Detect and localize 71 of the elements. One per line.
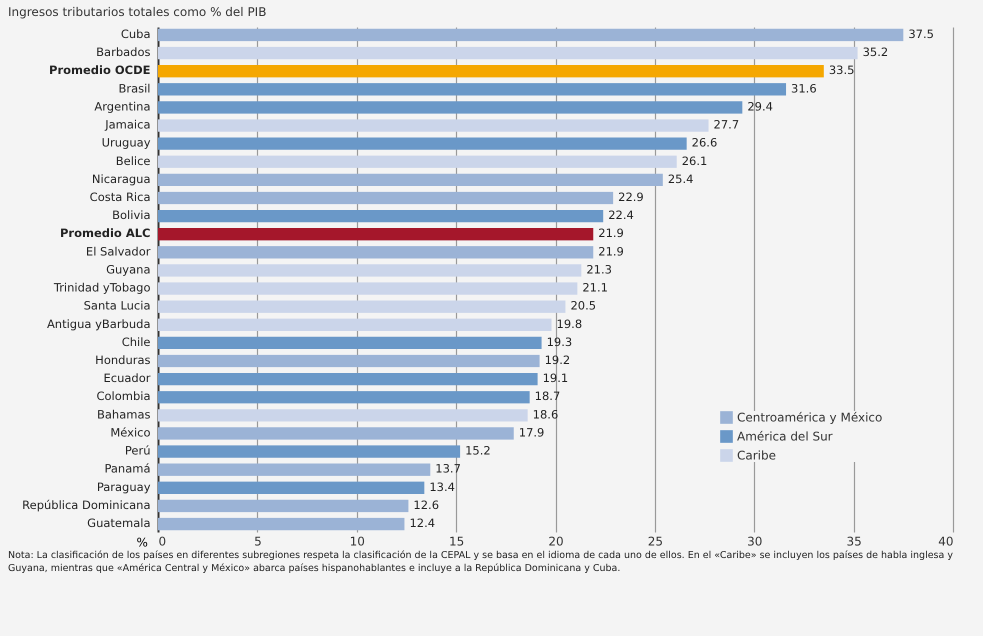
- x-tick-label: 30: [747, 534, 762, 548]
- data-label: 31.6: [791, 81, 817, 96]
- y-tick-label: México: [110, 425, 150, 440]
- y-tick-label: Guatemala: [87, 516, 150, 530]
- data-label: 18.6: [532, 407, 558, 422]
- x-tick-label: 5: [254, 534, 262, 548]
- data-label: 12.6: [413, 498, 440, 512]
- data-label: 35.2: [862, 45, 888, 60]
- data-label: 19.8: [556, 316, 582, 331]
- y-tick-label: Belice: [116, 154, 150, 168]
- y-tick-label: Guyana: [106, 262, 150, 276]
- y-tick-label: Paraguay: [96, 480, 151, 494]
- data-label: 12.4: [409, 516, 436, 530]
- data-label: 25.4: [668, 172, 694, 186]
- x-axis-title: %: [136, 536, 148, 550]
- x-tick-label: 40: [938, 534, 954, 548]
- x-tick-label: 0: [158, 534, 166, 548]
- data-label: 18.7: [534, 389, 560, 404]
- legend-label: América del Sur: [737, 430, 833, 444]
- data-label: 13.7: [435, 462, 461, 476]
- y-tick-label: Cuba: [120, 26, 150, 41]
- chart-title: Ingresos tributarios totales como % del PIB: [8, 5, 266, 19]
- y-tick-label: Barbados: [96, 45, 151, 60]
- data-label: 21.9: [598, 226, 624, 240]
- y-tick-label: Argentina: [94, 99, 150, 114]
- x-tick-label: 15: [448, 534, 464, 548]
- text: Nota: La clasificación de los países en diferentes subregiones respeta la clasificación de la CEPAL y se basa en el idioma de cada uno de ellos. En el «Caribe» se incluyen los países de habla inglesa y Guyana, mientras que «América Central y México» abarca países hispanohablantes e incluye a la República Dominicana y Cuba.: [8, 550, 954, 576]
- y-tick-label: El Salvador: [86, 244, 151, 258]
- y-tick-label: Nicaragua: [92, 172, 150, 186]
- y-tick-label: Bolivia: [112, 208, 150, 222]
- y-tick-label: Colombia: [96, 389, 150, 404]
- data-label: 27.7: [714, 118, 740, 132]
- y-tick-label: Costa Rica: [90, 190, 150, 204]
- x-tick-label: 20: [548, 534, 564, 548]
- x-tick-label: 25: [648, 534, 664, 548]
- x-tick-label: 10: [350, 534, 365, 548]
- y-tick-label: Perú: [124, 444, 150, 458]
- y-tick-label: República Dominicana: [22, 498, 150, 512]
- data-label: 22.9: [618, 190, 644, 204]
- y-tick-label: Uruguay: [102, 136, 151, 150]
- y-tick-label: Ecuador: [104, 371, 151, 386]
- data-label: 26.6: [692, 136, 718, 150]
- y-tick-label: Jamaica: [104, 118, 150, 132]
- legend-label: Centroamérica y México: [737, 410, 882, 424]
- y-tick-label: Brasil: [118, 81, 150, 96]
- data-label: 21.1: [582, 280, 608, 295]
- y-tick-label: Antigua yBarbuda: [46, 316, 150, 331]
- y-tick-label: Bahamas: [96, 407, 151, 422]
- data-label: 33.5: [828, 63, 854, 78]
- data-label: 37.5: [908, 26, 934, 41]
- y-tick-label: Chile: [122, 334, 150, 349]
- data-label: 17.9: [518, 425, 544, 440]
- x-tick-label: 35: [846, 534, 862, 548]
- data-label: 19.3: [546, 334, 572, 349]
- data-label: 26.1: [682, 154, 708, 168]
- data-label: 21.9: [598, 244, 624, 258]
- data-label: 20.5: [570, 298, 596, 313]
- data-label: 13.4: [429, 480, 455, 494]
- data-label: 19.1: [542, 371, 568, 386]
- y-tick-label: Honduras: [95, 353, 151, 368]
- data-label: 22.4: [608, 208, 634, 222]
- y-tick-label: Santa Lucia: [84, 298, 150, 313]
- y-tick-label: Trinidad yTobago: [52, 280, 150, 295]
- data-label: 19.2: [544, 353, 570, 368]
- data-label: 21.3: [586, 262, 612, 276]
- legend-label: Caribe: [737, 448, 776, 462]
- data-label: 15.2: [465, 444, 491, 458]
- y-tick-label: Panamá: [104, 462, 150, 476]
- y-tick-label: Promedio OCDE: [49, 63, 151, 78]
- data-label: 29.4: [747, 99, 773, 114]
- y-tick-label: Promedio ALC: [60, 226, 150, 240]
